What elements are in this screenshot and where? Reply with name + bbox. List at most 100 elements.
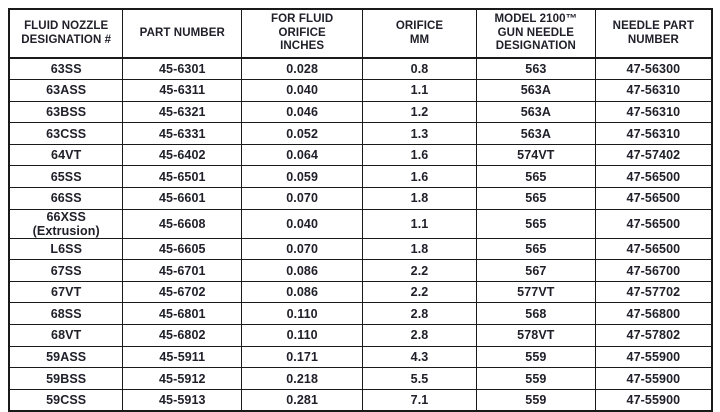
cell-orifice-mm: 1.6 xyxy=(362,143,477,167)
cell-part-number: 45-6605 xyxy=(122,237,243,261)
cell-part-number: 45-6301 xyxy=(122,57,243,81)
cell-part-number: 45-6501 xyxy=(122,165,243,189)
cell-orifice-inches: 0.028 xyxy=(241,57,364,81)
cell-orifice-inches: 0.110 xyxy=(241,302,364,326)
table-row: 59CSS 45-5913 0.281 7.1 559 47-55900 xyxy=(8,388,713,412)
cell-nozzle-designation: 59ASS xyxy=(8,345,124,369)
cell-part-number: 45-6331 xyxy=(122,122,243,145)
cell-orifice-mm: 1.3 xyxy=(362,122,477,145)
cell-part-number: 45-6802 xyxy=(122,324,243,347)
cell-nozzle-designation: 66SS xyxy=(8,187,124,210)
cell-orifice-inches: 0.070 xyxy=(241,187,364,210)
cell-needle-part-number: 47-56300 xyxy=(594,57,713,81)
table-row: 67VT 45-6702 0.086 2.2 577VT 47-57702 xyxy=(8,280,713,304)
cell-nozzle-designation: 68VT xyxy=(8,324,124,347)
cell-orifice-mm: 1.6 xyxy=(362,165,477,189)
cell-orifice-mm: 1.1 xyxy=(362,79,477,102)
cell-needle-part-number: 47-55900 xyxy=(594,388,713,412)
cell-orifice-mm: 1.8 xyxy=(362,187,477,210)
cell-needle-part-number: 47-56500 xyxy=(594,165,713,189)
table-row: 59ASS 45-5911 0.171 4.3 559 47-55900 xyxy=(8,345,713,369)
cell-needle-part-number: 47-56310 xyxy=(594,100,713,124)
cell-needle-designation: 563A xyxy=(475,79,596,102)
cell-needle-designation: 565 xyxy=(475,208,596,239)
cell-needle-part-number: 47-57802 xyxy=(594,324,713,347)
cell-orifice-mm: 2.2 xyxy=(362,259,477,282)
cell-nozzle-designation: 68SS xyxy=(8,302,124,326)
table-row: L6SS 45-6605 0.070 1.8 565 47-56500 xyxy=(8,237,713,261)
table-row: 67SS 45-6701 0.086 2.2 567 47-56700 xyxy=(8,259,713,282)
cell-needle-part-number: 47-56500 xyxy=(594,237,713,261)
cell-orifice-mm: 0.8 xyxy=(362,57,477,81)
table-row: 68VT 45-6802 0.110 2.8 578VT 47-57802 xyxy=(8,324,713,347)
cell-part-number: 45-6801 xyxy=(122,302,243,326)
cell-orifice-mm: 2.2 xyxy=(362,280,477,304)
cell-orifice-inches: 0.040 xyxy=(241,79,364,102)
cell-orifice-inches: 0.218 xyxy=(241,367,364,390)
table-row: 64VT 45-6402 0.064 1.6 574VT 47-57402 xyxy=(8,143,713,167)
cell-nozzle-designation: 67SS xyxy=(8,259,124,282)
cell-part-number: 45-6321 xyxy=(122,100,243,124)
table-body: 63SS 45-6301 0.028 0.8 563 47-56300 63AS… xyxy=(8,57,713,412)
cell-orifice-inches: 0.046 xyxy=(241,100,364,124)
cell-needle-designation: 577VT xyxy=(475,280,596,304)
cell-orifice-mm: 2.8 xyxy=(362,324,477,347)
cell-needle-part-number: 47-56500 xyxy=(594,187,713,210)
cell-nozzle-designation: 67VT xyxy=(8,280,124,304)
cell-needle-designation: 563A xyxy=(475,100,596,124)
cell-orifice-inches: 0.064 xyxy=(241,143,364,167)
cell-orifice-mm: 7.1 xyxy=(362,388,477,412)
cell-part-number: 45-6702 xyxy=(122,280,243,304)
cell-orifice-inches: 0.281 xyxy=(241,388,364,412)
cell-part-number: 45-6701 xyxy=(122,259,243,282)
cell-nozzle-designation: 64VT xyxy=(8,143,124,167)
header-row: FLUID NOZZLE DESIGNATION # PART NUMBER F… xyxy=(8,8,713,59)
cell-orifice-mm: 5.5 xyxy=(362,367,477,390)
cell-orifice-inches: 0.171 xyxy=(241,345,364,369)
header-orifice-mm: ORIFICE MM xyxy=(362,8,477,59)
cell-orifice-inches: 0.110 xyxy=(241,324,364,347)
cell-needle-designation: 565 xyxy=(475,165,596,189)
cell-part-number: 45-5912 xyxy=(122,367,243,390)
cell-orifice-mm: 1.2 xyxy=(362,100,477,124)
cell-needle-designation: 565 xyxy=(475,237,596,261)
cell-nozzle-designation: 63CSS xyxy=(8,122,124,145)
table-row: 68SS 45-6801 0.110 2.8 568 47-56800 xyxy=(8,302,713,326)
cell-nozzle-designation: 63SS xyxy=(8,57,124,81)
cell-nozzle-designation: 59CSS xyxy=(8,388,124,412)
cell-needle-part-number: 47-55900 xyxy=(594,367,713,390)
cell-orifice-mm: 4.3 xyxy=(362,345,477,369)
cell-needle-designation: 574VT xyxy=(475,143,596,167)
cell-orifice-inches: 0.086 xyxy=(241,280,364,304)
table-row: 63CSS 45-6331 0.052 1.3 563A 47-56310 xyxy=(8,122,713,145)
header-fluid-orifice-inches: FOR FLUID ORIFICE INCHES xyxy=(241,8,364,59)
cell-nozzle-designation: 63BSS xyxy=(8,100,124,124)
cell-orifice-inches: 0.086 xyxy=(241,259,364,282)
fluid-nozzle-spec-table: FLUID NOZZLE DESIGNATION # PART NUMBER F… xyxy=(8,8,713,412)
cell-orifice-mm: 1.8 xyxy=(362,237,477,261)
cell-needle-part-number: 47-56800 xyxy=(594,302,713,326)
cell-orifice-inches: 0.040 xyxy=(241,208,364,239)
cell-needle-part-number: 47-57402 xyxy=(594,143,713,167)
cell-orifice-mm: 2.8 xyxy=(362,302,477,326)
table-row: 63SS 45-6301 0.028 0.8 563 47-56300 xyxy=(8,57,713,81)
cell-nozzle-designation: L6SS xyxy=(8,237,124,261)
cell-needle-part-number: 47-57702 xyxy=(594,280,713,304)
cell-part-number: 45-6311 xyxy=(122,79,243,102)
cell-part-number: 45-6402 xyxy=(122,143,243,167)
cell-part-number: 45-5911 xyxy=(122,345,243,369)
cell-orifice-inches: 0.052 xyxy=(241,122,364,145)
cell-needle-designation: 567 xyxy=(475,259,596,282)
table-row: 65SS 45-6501 0.059 1.6 565 47-56500 xyxy=(8,165,713,189)
table-row: 63BSS 45-6321 0.046 1.2 563A 47-56310 xyxy=(8,100,713,124)
cell-nozzle-designation: 66XSS (Extrusion) xyxy=(8,208,124,239)
table-header: FLUID NOZZLE DESIGNATION # PART NUMBER F… xyxy=(8,8,713,59)
cell-needle-part-number: 47-55900 xyxy=(594,345,713,369)
cell-nozzle-designation: 59BSS xyxy=(8,367,124,390)
header-needle-part-number: NEEDLE PART NUMBER xyxy=(594,8,713,59)
fluid-nozzle-spec-table-container: FLUID NOZZLE DESIGNATION # PART NUMBER F… xyxy=(8,8,713,412)
cell-needle-designation: 559 xyxy=(475,345,596,369)
table-row: 66SS 45-6601 0.070 1.8 565 47-56500 xyxy=(8,187,713,210)
cell-needle-part-number: 47-56310 xyxy=(594,79,713,102)
cell-part-number: 45-5913 xyxy=(122,388,243,412)
